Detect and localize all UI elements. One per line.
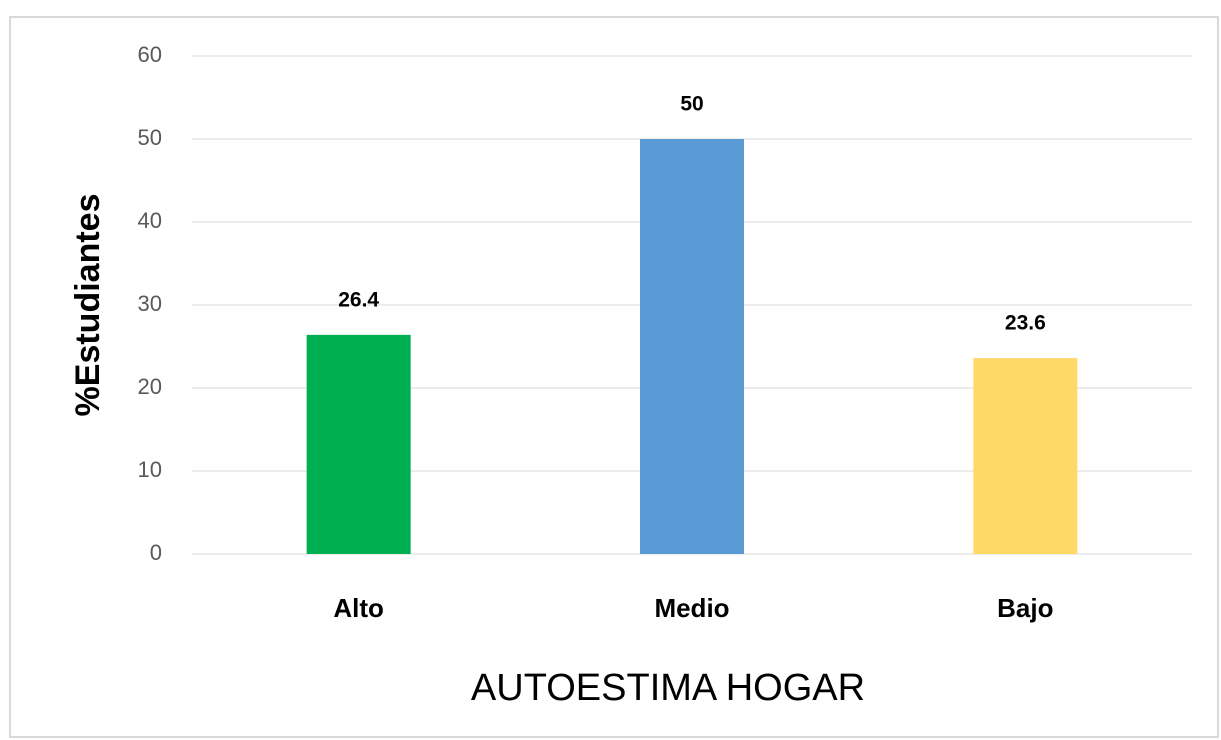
y-tick-label: 50 xyxy=(138,125,162,150)
y-tick-label: 40 xyxy=(138,208,162,233)
bar xyxy=(640,139,744,554)
y-axis-title: %Estudiantes xyxy=(69,194,107,417)
bar xyxy=(306,334,411,554)
x-tick-label: Medio xyxy=(654,593,729,623)
bar xyxy=(973,358,1078,554)
y-tick-label: 0 xyxy=(150,540,162,565)
data-label: 26.4 xyxy=(338,288,379,311)
y-tick-label: 30 xyxy=(138,291,162,316)
y-tick-label: 20 xyxy=(138,374,162,399)
x-tick-label: Bajo xyxy=(997,593,1053,623)
data-label: 23.6 xyxy=(1005,312,1046,335)
data-label: 50 xyxy=(680,93,703,116)
y-tick-label: 10 xyxy=(138,457,162,482)
y-tick-label: 60 xyxy=(138,42,162,67)
x-tick-label: Alto xyxy=(333,593,384,623)
x-axis-title: AUTOESTIMA HOGAR xyxy=(471,667,865,709)
